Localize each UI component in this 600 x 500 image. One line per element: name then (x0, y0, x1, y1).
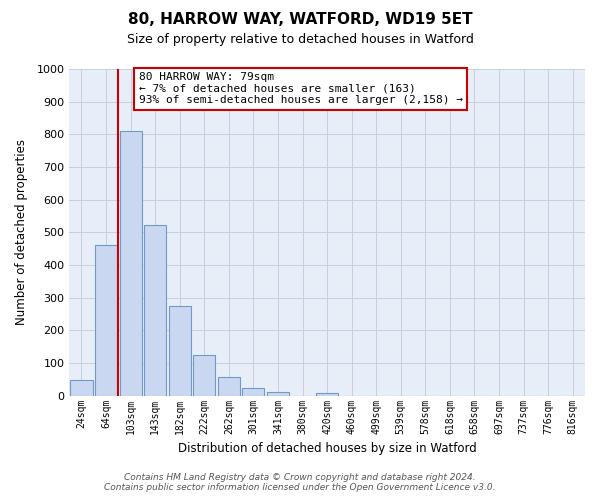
Bar (95, 246, 117, 396)
Bar (242, 388, 265, 396)
Bar (218, 376, 240, 396)
X-axis label: Distribution of detached houses by size in Watford: Distribution of detached houses by size … (178, 442, 476, 455)
Text: 80, HARROW WAY, WATFORD, WD19 5ET: 80, HARROW WAY, WATFORD, WD19 5ET (128, 12, 472, 28)
Bar (169, 306, 191, 396)
Bar (193, 355, 215, 396)
Bar (144, 225, 166, 396)
Bar (316, 393, 338, 396)
Bar (119, 131, 142, 396)
Y-axis label: Number of detached properties: Number of detached properties (15, 140, 28, 326)
Text: Size of property relative to detached houses in Watford: Size of property relative to detached ho… (127, 32, 473, 46)
Bar (70, 380, 92, 396)
Bar (267, 392, 289, 396)
Text: Contains HM Land Registry data © Crown copyright and database right 2024.
Contai: Contains HM Land Registry data © Crown c… (104, 473, 496, 492)
Text: 80 HARROW WAY: 79sqm
← 7% of detached houses are smaller (163)
93% of semi-detac: 80 HARROW WAY: 79sqm ← 7% of detached ho… (139, 72, 463, 106)
